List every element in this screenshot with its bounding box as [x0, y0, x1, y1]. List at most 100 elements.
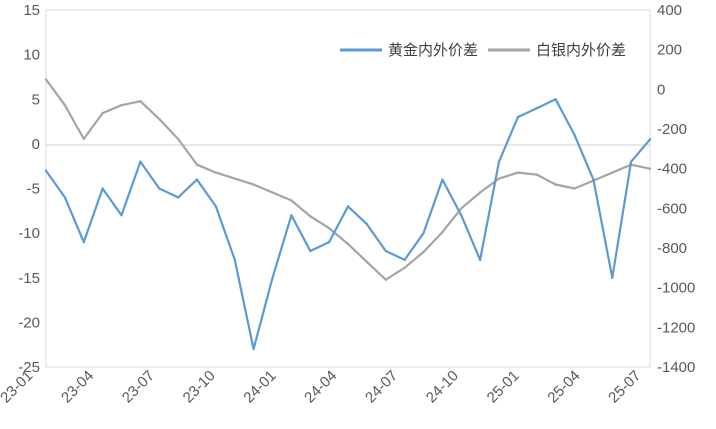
data-point [460, 207, 463, 210]
right-tick-label: 400 [657, 2, 682, 19]
legend-label: 黄金内外价差 [388, 41, 478, 59]
data-point [648, 167, 652, 170]
data-point [309, 215, 312, 218]
left-tick-label: 5 [32, 91, 40, 108]
right-tick-label: -800 [657, 240, 687, 257]
data-point [441, 230, 444, 234]
right-tick-label: -600 [657, 200, 687, 217]
data-point [346, 205, 350, 208]
data-point [648, 138, 652, 141]
right-tick-label: 0 [657, 81, 665, 98]
data-point [365, 223, 369, 226]
left-tick-label: -25 [18, 359, 40, 376]
left-tick-label: -15 [18, 270, 40, 287]
left-tick-label: -5 [27, 181, 40, 198]
x-tick-label: 23-07 [119, 367, 158, 406]
x-tick-label: 24-04 [301, 367, 340, 406]
data-point [346, 242, 350, 246]
data-point [271, 191, 274, 194]
data-point [365, 260, 369, 264]
data-point [384, 278, 387, 281]
right-tick-label: -1000 [657, 280, 695, 297]
data-point [327, 240, 331, 244]
data-point [233, 177, 236, 180]
data-point [478, 258, 482, 262]
data-point [101, 111, 104, 115]
data-point [252, 347, 255, 351]
x-tick-label: 25-04 [544, 367, 583, 406]
data-point [195, 178, 199, 181]
data-point [422, 231, 425, 235]
right-tick-label: -1200 [657, 319, 695, 336]
data-point [176, 137, 180, 141]
data-point [327, 227, 331, 230]
data-point [629, 160, 633, 163]
data-point [195, 163, 199, 166]
data-point [158, 117, 161, 121]
x-axis-ticks: 23-01 23-04 23-07 23-10 24-01 24-04 24-07 24-10… [0, 367, 644, 406]
legend-label: 白银内外价差 [536, 41, 626, 59]
right-tick-label: -200 [657, 121, 687, 138]
data-point [139, 100, 142, 103]
left-tick-label: -20 [18, 314, 40, 331]
data-point [535, 107, 538, 110]
x-tick-label: 24-10 [423, 367, 462, 406]
data-point [252, 183, 255, 186]
series-layer [44, 78, 652, 351]
data-point [290, 199, 293, 202]
data-point [422, 250, 425, 254]
data-point [101, 187, 104, 190]
right-tick-label: -400 [657, 161, 687, 178]
left-axis-ticks: -25 -20 -15 -10 -5 0 5 10 15 [18, 2, 40, 376]
data-point [384, 249, 387, 253]
x-tick-label: 25-01 [484, 367, 523, 406]
data-point [158, 187, 161, 190]
data-point [478, 191, 482, 194]
data-point [554, 183, 557, 186]
data-point [82, 137, 86, 141]
left-tick-label: -10 [18, 225, 40, 242]
data-point [120, 214, 123, 217]
data-point [535, 173, 538, 176]
right-axis-ticks: -1400 -1200 -1000 -800 -600 -400 -200 0 200 400 [657, 2, 695, 376]
data-point [290, 214, 293, 217]
data-point [214, 171, 218, 174]
data-point [44, 169, 48, 172]
data-point [611, 171, 614, 174]
data-point [63, 196, 67, 199]
left-tick-label: 0 [32, 136, 40, 153]
data-point [309, 249, 312, 253]
data-point [441, 178, 444, 181]
x-tick-label: 24-01 [240, 367, 279, 406]
data-point [403, 266, 406, 269]
data-point [403, 258, 406, 262]
data-point [573, 187, 576, 190]
data-point [497, 160, 501, 163]
x-tick-label: 25-07 [605, 367, 644, 406]
data-point [516, 115, 520, 119]
data-point [82, 240, 86, 244]
data-point [44, 78, 48, 81]
data-point [120, 104, 123, 107]
data-point [233, 258, 236, 262]
data-point [554, 98, 557, 101]
data-point [214, 205, 218, 208]
data-point [176, 196, 180, 199]
data-point [271, 276, 274, 279]
data-point [63, 104, 67, 107]
data-point [497, 177, 501, 180]
data-point [611, 276, 614, 279]
data-point [592, 178, 595, 181]
x-tick-label: 23-04 [58, 367, 97, 406]
legend: 黄金内外价差 白银内外价差 [340, 41, 626, 59]
left-tick-label: 15 [23, 2, 40, 19]
data-point [573, 133, 576, 137]
data-point [139, 160, 142, 163]
data-point [460, 214, 463, 217]
left-tick-label: 10 [23, 47, 40, 64]
right-tick-label: 200 [657, 42, 682, 59]
right-tick-label: -1400 [657, 359, 695, 376]
plot-area [45, 9, 651, 368]
x-tick-label: 24-07 [362, 367, 401, 406]
